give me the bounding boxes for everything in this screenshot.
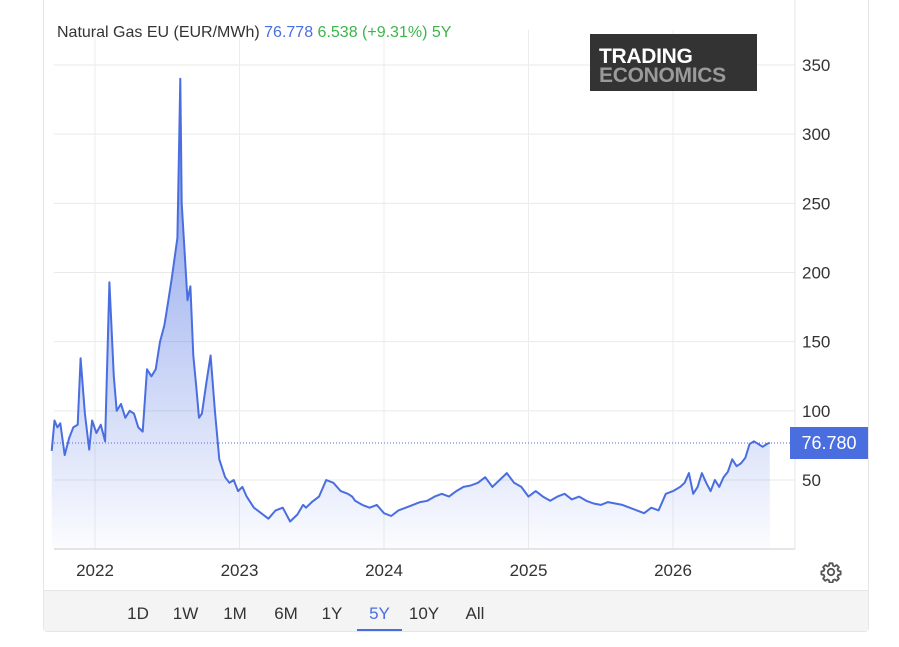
range-button-5y[interactable]: 5Y — [357, 591, 402, 631]
x-tick-label: 2023 — [221, 561, 259, 580]
series-line[interactable] — [50, 77, 771, 523]
range-button-1y[interactable]: 1Y — [321, 604, 343, 623]
price-change: 6.538 (+9.31%) — [317, 24, 428, 41]
area-layer — [50, 77, 795, 550]
x-tick-label: 2025 — [510, 561, 548, 580]
range-button-10y[interactable]: 10Y — [408, 604, 440, 623]
range-button-6m[interactable]: 6M — [274, 604, 298, 623]
logo-line-2: ECONOMICS — [599, 64, 726, 87]
y-tick-label: 200 — [802, 264, 830, 283]
range-button-1d[interactable]: 1D — [127, 604, 149, 623]
instrument-name: Natural Gas EU (EUR/MWh) — [57, 24, 260, 41]
gear-icon[interactable] — [820, 561, 842, 584]
range-button-1m[interactable]: 1M — [223, 604, 247, 623]
y-tick-label: 100 — [802, 402, 830, 421]
axis-layer: 50 100 150 200 250 300 350 2022 2023 2024 2025 2026 — [54, 0, 830, 580]
period-label: 5Y — [431, 24, 452, 41]
x-tick-label: 2022 — [76, 561, 114, 580]
y-tick-label: 150 — [802, 333, 830, 352]
y-tick-label: 50 — [802, 471, 821, 490]
last-value-label: 76.780 — [790, 426, 868, 459]
series-area — [51, 78, 770, 550]
x-tick-label: 2024 — [365, 561, 403, 580]
y-tick-label: 350 — [802, 56, 830, 75]
x-tick-label: 2026 — [654, 561, 692, 580]
chart-frame — [43, 0, 869, 632]
y-tick-label: 250 — [802, 194, 830, 213]
range-button-1w[interactable]: 1W — [172, 604, 199, 623]
logo-line-1: TRADING — [599, 45, 693, 68]
chart-header: Natural Gas EU (EUR/MWh) 76.778 6.538 (+… — [57, 24, 451, 42]
last-price: 76.778 — [264, 24, 314, 41]
y-tick-label: 300 — [802, 125, 830, 144]
trading-economics-logo: TRADING ECONOMICS — [590, 34, 757, 91]
range-selector: 1D 1W 1M 6M 1Y 5Y 10Y All — [44, 590, 868, 631]
range-button-all[interactable]: All — [465, 604, 485, 623]
